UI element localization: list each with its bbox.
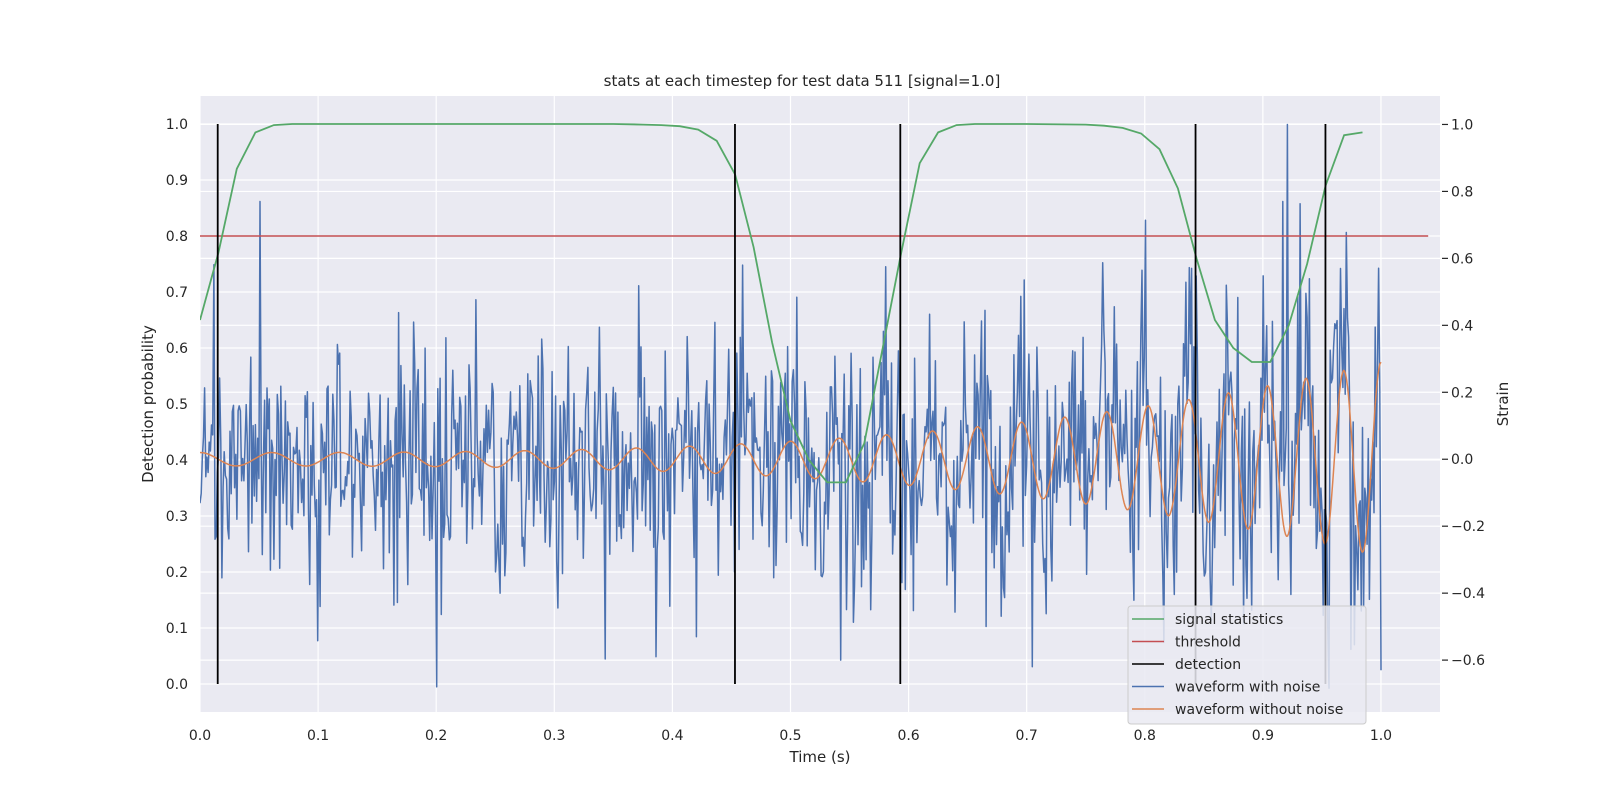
- y-axis-left: 0.0 0.1 0.2 0.3 0.4 0.5 0.6 0.7 0.8 0.9 1.0: [166, 117, 188, 693]
- legend-label: waveform with noise: [1175, 680, 1320, 696]
- y2-tick-label: −0.6: [1451, 653, 1485, 669]
- x-tick-label: 0.8: [1134, 728, 1156, 744]
- legend: signal statistics threshold detection wavef…: [1127, 605, 1367, 725]
- x-tick-label: 0.2: [425, 728, 447, 744]
- x-tick-label: 0.0: [189, 728, 211, 744]
- y2-tick-label: 0.0: [1451, 452, 1473, 468]
- y2-tick-label: 1.0: [1451, 117, 1473, 133]
- y-axis-right: −0.6 −0.4 −0.2 0.0 0.2 0.4 0.6 0.8 1.0: [1442, 117, 1485, 669]
- x-tick-label: 0.9: [1252, 728, 1274, 744]
- legend-label: threshold: [1175, 635, 1241, 651]
- y-tick-label: 1.0: [166, 117, 188, 133]
- y2-tick-label: 0.4: [1451, 318, 1473, 334]
- x-tick-label: 0.1: [307, 728, 329, 744]
- chart-title: stats at each timestep for test data 511…: [604, 72, 1001, 90]
- legend-label: detection: [1175, 657, 1241, 673]
- y2-tick-label: 0.6: [1451, 251, 1473, 267]
- series-waveform-with-noise: [200, 123, 1382, 689]
- x-tick-label: 0.4: [661, 728, 683, 744]
- x-axis-label: Time (s): [789, 748, 851, 766]
- legend-label: signal statistics: [1175, 612, 1283, 628]
- x-tick-label: 0.5: [779, 728, 801, 744]
- y2-tick-label: −0.2: [1451, 519, 1485, 535]
- y2-tick-label: 0.2: [1451, 385, 1473, 401]
- legend-label: waveform without noise: [1175, 702, 1343, 718]
- legend-box: [1127, 605, 1367, 725]
- y-axis-label: Detection probability: [139, 325, 157, 483]
- y-tick-label: 0.8: [166, 229, 188, 245]
- y2-tick-label: 0.8: [1451, 184, 1473, 200]
- x-tick-label: 0.3: [543, 728, 565, 744]
- y-tick-label: 0.2: [166, 565, 188, 581]
- y2-tick-label: −0.4: [1451, 586, 1485, 602]
- series-layer: [200, 123, 1429, 689]
- y-tick-label: 0.5: [166, 397, 188, 413]
- y2-axis-label: Strain: [1494, 382, 1512, 426]
- x-axis: 0.0 0.1 0.2 0.3 0.4 0.5 0.6 0.7 0.8 0.9 1.0: [189, 728, 1392, 744]
- y-tick-label: 0.1: [166, 621, 188, 637]
- y-tick-label: 0.4: [166, 453, 188, 469]
- series-waveform-without-noise: [200, 361, 1382, 554]
- x-tick-label: 0.6: [897, 728, 919, 744]
- x-tick-label: 0.7: [1016, 728, 1038, 744]
- y-tick-label: 0.9: [166, 173, 188, 189]
- y-tick-label: 0.0: [166, 677, 188, 693]
- y-tick-label: 0.3: [166, 509, 188, 525]
- x-tick-label: 1.0: [1370, 728, 1392, 744]
- y-tick-label: 0.6: [166, 341, 188, 357]
- y-tick-label: 0.7: [166, 285, 188, 301]
- series-signal-statistics: [200, 123, 1363, 484]
